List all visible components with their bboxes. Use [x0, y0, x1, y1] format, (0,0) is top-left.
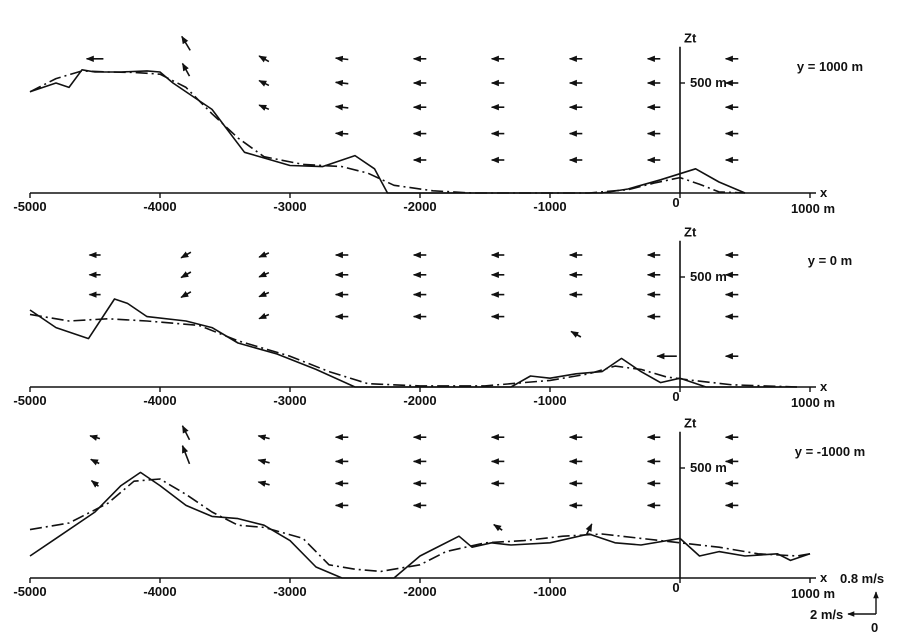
- x-tick-label: -2000: [403, 584, 436, 599]
- wind-vector-arrow: [180, 291, 192, 299]
- wind-vector-arrow: [181, 35, 191, 51]
- wind-vector-arrow: [180, 251, 192, 259]
- z-axis-name: Zt: [684, 225, 697, 240]
- scale-vertical-label: 0.8 m/s: [840, 571, 884, 586]
- z-tick-label: 500 m: [690, 269, 727, 284]
- origin-label: 0: [672, 195, 679, 210]
- x-tick-label: -2000: [403, 393, 436, 408]
- wind-vector-arrow: [258, 104, 270, 111]
- panel-label: y = -1000 m: [795, 444, 865, 459]
- z-axis-name: Zt: [684, 31, 697, 46]
- x-tick-label: -5000: [13, 584, 46, 599]
- wind-vector-arrow: [570, 330, 582, 338]
- terrain-line-solid: [29, 298, 797, 388]
- wind-vector-arrow: [180, 271, 192, 279]
- x-tick-label: -3000: [273, 199, 306, 214]
- x-tick-label: -5000: [13, 199, 46, 214]
- x-end-label: 1000 m: [791, 395, 835, 410]
- x-axis-name: x: [820, 570, 828, 585]
- z-axis-name: Zt: [684, 416, 697, 431]
- terrain-line-solid: [29, 69, 746, 194]
- wind-vector-arrow: [258, 79, 270, 87]
- z-tick-label: 500 m: [690, 460, 727, 475]
- wind-vector-arrow: [257, 458, 270, 465]
- x-end-label: 1000 m: [791, 201, 835, 216]
- velocity-scale: 0.8 m/s 2 m/s 0: [810, 571, 884, 635]
- origin-label: 0: [672, 580, 679, 595]
- x-tick-label: -3000: [273, 393, 306, 408]
- wind-vector-arrow: [258, 290, 270, 298]
- wind-vector-arrow: [90, 458, 100, 466]
- wind-vector-arrow: [258, 271, 270, 278]
- wind-vector-arrow: [257, 480, 270, 487]
- x-axis-name: x: [820, 379, 828, 394]
- x-tick-label: -3000: [273, 584, 306, 599]
- panel-label: y = 1000 m: [797, 59, 863, 74]
- x-tick-label: -4000: [143, 393, 176, 408]
- x-tick-label: -1000: [533, 584, 566, 599]
- wind-vector-arrow: [334, 104, 349, 111]
- wind-vector-arrow: [258, 251, 270, 258]
- origin-label: 0: [672, 389, 679, 404]
- wind-vector-arrow: [181, 425, 191, 441]
- wind-vector-arrow: [334, 130, 349, 137]
- x-tick-label: -4000: [143, 584, 176, 599]
- wind-vector-arrow: [334, 55, 349, 63]
- terrain-line-solid: [29, 471, 811, 579]
- terrain-line-dashdot: [29, 478, 811, 573]
- wind-vector-arrow: [181, 444, 191, 465]
- z-tick-label: 500 m: [690, 75, 727, 90]
- panel-label: y = 0 m: [808, 253, 852, 268]
- wind-vector-arrow: [89, 434, 101, 441]
- scale-horizontal-label: 2 m/s: [810, 607, 843, 622]
- x-tick-label: -5000: [13, 393, 46, 408]
- x-end-label: 1000 m: [791, 586, 835, 601]
- x-tick-label: -1000: [533, 199, 566, 214]
- wind-vector-arrow: [585, 523, 593, 536]
- terrain-line-dashdot: [29, 313, 798, 388]
- x-axis-name: x: [820, 185, 828, 200]
- wind-vector-arrow: [334, 79, 349, 87]
- terrain-line-dashdot: [29, 70, 746, 194]
- wind-vector-arrow: [90, 479, 100, 488]
- wind-vector-arrow: [493, 523, 503, 532]
- x-tick-label: -1000: [533, 393, 566, 408]
- scale-origin-label: 0: [871, 620, 878, 635]
- wind-vector-arrow: [258, 55, 270, 63]
- x-tick-label: -2000: [403, 199, 436, 214]
- x-tick-label: -4000: [143, 199, 176, 214]
- wind-vector-arrow: [257, 434, 270, 441]
- wind-vector-arrow: [181, 62, 191, 77]
- wind-vector-arrow: [258, 312, 270, 320]
